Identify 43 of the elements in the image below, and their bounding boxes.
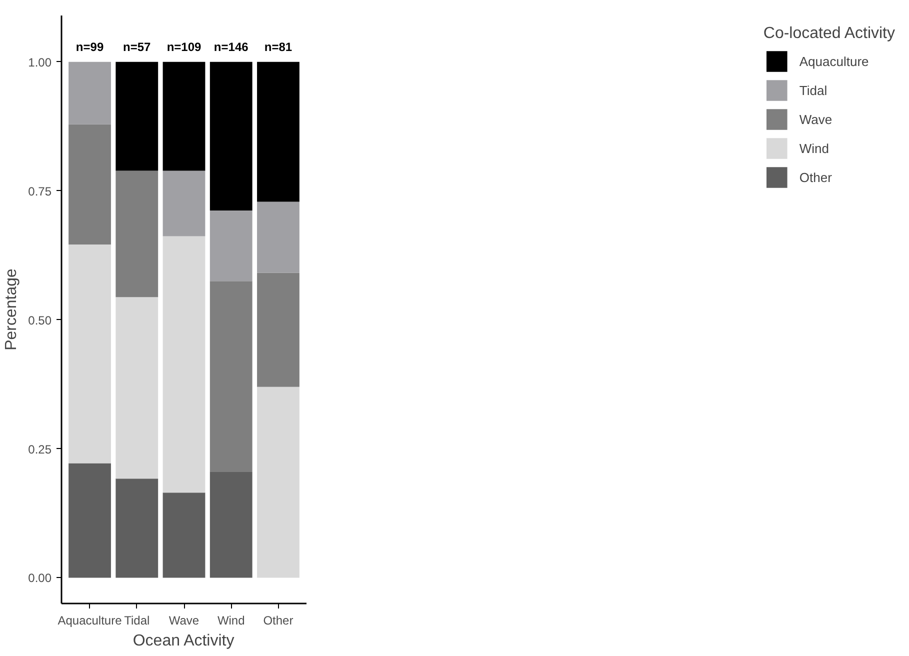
legend-title: Co-located Activity xyxy=(763,25,895,43)
bar xyxy=(68,463,111,578)
bar xyxy=(257,202,300,273)
bar xyxy=(210,62,252,210)
y-tick-label: 1.00 xyxy=(28,55,52,70)
bar xyxy=(257,272,300,387)
legend-label: Wind xyxy=(799,140,830,156)
legend-label: Other xyxy=(799,170,832,184)
y-axis-title: Percentage xyxy=(3,268,20,350)
bar xyxy=(68,244,111,464)
bar xyxy=(116,62,158,171)
x-tick-label: Tidal xyxy=(124,614,150,628)
y-tick-label: 0.50 xyxy=(28,313,52,328)
y-tick-label: 0.00 xyxy=(28,571,52,586)
annotation: n=146 xyxy=(214,40,249,54)
annotation: n=81 xyxy=(264,40,292,54)
annotation: n=57 xyxy=(123,40,152,54)
x-tick-label: Wind xyxy=(217,614,245,628)
bar xyxy=(257,386,300,578)
legend-label: Aquaculture xyxy=(799,54,869,68)
bar xyxy=(162,492,206,578)
x-tick-label: Other xyxy=(263,614,294,628)
legend-label: Wave xyxy=(799,112,832,126)
x-tick-label: Aquaculture xyxy=(58,614,122,628)
annotation: n=109 xyxy=(166,40,202,54)
bar xyxy=(210,281,252,472)
y-tick-label: 0.25 xyxy=(28,442,52,456)
bar xyxy=(210,472,252,578)
bar xyxy=(116,297,158,479)
bar xyxy=(162,170,206,236)
bar xyxy=(116,170,158,298)
x-tick-label: Wave xyxy=(168,614,200,628)
bar xyxy=(257,62,300,202)
x-axis-title: Ocean Activity xyxy=(132,632,234,650)
annotation: n=99 xyxy=(76,40,104,54)
bar xyxy=(68,124,111,245)
bar xyxy=(162,62,206,171)
legend-label: Tidal xyxy=(799,82,828,98)
bar xyxy=(210,210,252,282)
bar xyxy=(162,236,206,493)
bar xyxy=(116,478,158,578)
y-tick-label: 0.75 xyxy=(28,184,52,198)
bar xyxy=(68,62,111,124)
